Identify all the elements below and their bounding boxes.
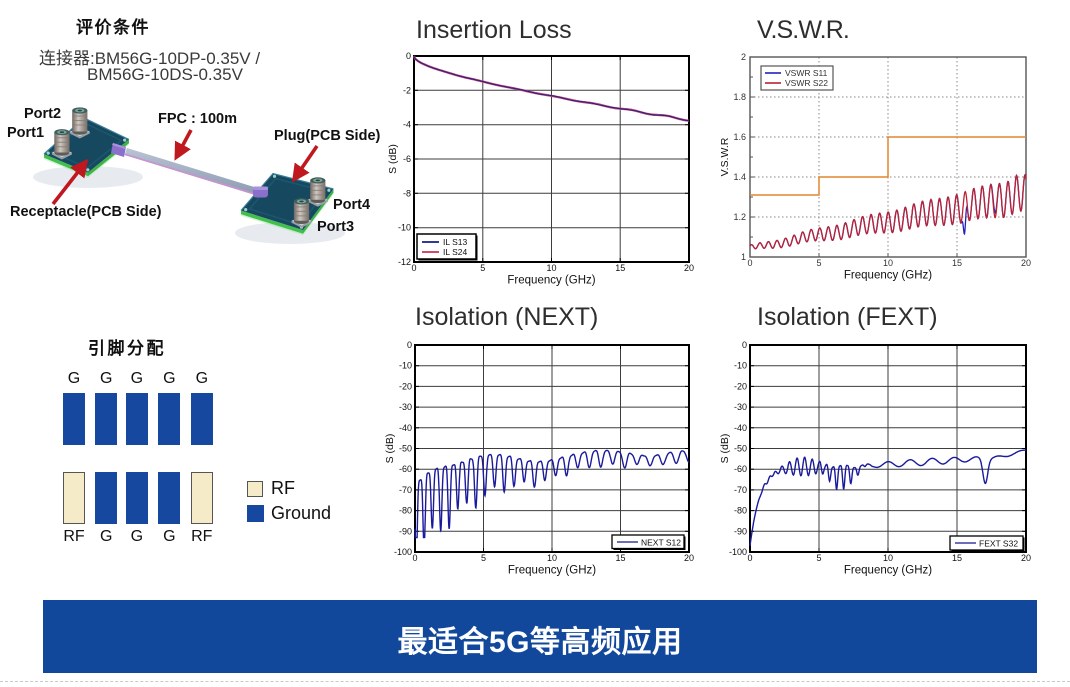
svg-text:-70: -70: [399, 485, 412, 495]
svg-text:Frequency (GHz): Frequency (GHz): [844, 270, 932, 282]
svg-text:20: 20: [684, 553, 694, 563]
svg-text:Frequency (GHz): Frequency (GHz): [508, 565, 596, 577]
svg-text:V.S.W.R: V.S.W.R: [719, 137, 731, 176]
svg-text:10: 10: [547, 553, 557, 563]
svg-text:-30: -30: [399, 402, 412, 412]
svg-text:1.2: 1.2: [733, 212, 746, 222]
svg-text:-50: -50: [399, 444, 412, 454]
svg-text:0: 0: [406, 51, 411, 61]
svg-text:0: 0: [747, 553, 752, 563]
svg-text:-60: -60: [734, 464, 747, 474]
svg-text:IL S13: IL S13: [443, 237, 468, 247]
svg-text:-40: -40: [399, 423, 412, 433]
svg-text:0: 0: [742, 340, 747, 350]
svg-text:-80: -80: [734, 506, 747, 516]
svg-text:-8: -8: [403, 188, 411, 198]
svg-text:Frequency (GHz): Frequency (GHz): [844, 565, 932, 577]
svg-text:20: 20: [684, 263, 694, 273]
svg-text:-10: -10: [734, 361, 747, 371]
svg-text:0: 0: [747, 258, 752, 268]
svg-text:5: 5: [480, 263, 485, 273]
svg-text:-100: -100: [394, 547, 412, 557]
svg-text:1.8: 1.8: [733, 92, 746, 102]
svg-text:VSWR S22: VSWR S22: [785, 78, 828, 88]
svg-text:10: 10: [883, 553, 893, 563]
svg-text:FEXT S32: FEXT S32: [979, 539, 1018, 549]
svg-text:-10: -10: [398, 223, 411, 233]
svg-text:15: 15: [615, 553, 625, 563]
svg-text:15: 15: [615, 263, 625, 273]
svg-text:2: 2: [741, 52, 746, 62]
svg-text:-40: -40: [734, 423, 747, 433]
svg-text:1: 1: [741, 252, 746, 262]
svg-text:1.6: 1.6: [733, 132, 746, 142]
svg-text:10: 10: [883, 258, 893, 268]
svg-text:5: 5: [816, 553, 821, 563]
svg-text:-10: -10: [399, 361, 412, 371]
svg-text:-2: -2: [403, 85, 411, 95]
svg-text:15: 15: [952, 258, 962, 268]
svg-text:IL S24: IL S24: [443, 247, 468, 257]
svg-text:5: 5: [816, 258, 821, 268]
svg-text:-70: -70: [734, 485, 747, 495]
svg-text:-30: -30: [734, 402, 747, 412]
svg-text:-80: -80: [399, 506, 412, 516]
svg-text:-50: -50: [734, 444, 747, 454]
svg-text:-4: -4: [403, 120, 411, 130]
svg-text:15: 15: [952, 553, 962, 563]
svg-text:1.4: 1.4: [733, 172, 746, 182]
svg-text:VSWR S11: VSWR S11: [785, 68, 828, 78]
svg-text:S (dB): S (dB): [387, 144, 399, 174]
svg-text:5: 5: [481, 553, 486, 563]
svg-text:-20: -20: [734, 381, 747, 391]
svg-text:-100: -100: [729, 547, 747, 557]
svg-text:-12: -12: [398, 257, 411, 267]
svg-text:-20: -20: [399, 381, 412, 391]
svg-text:20: 20: [1021, 553, 1031, 563]
svg-text:-60: -60: [399, 464, 412, 474]
svg-text:0: 0: [411, 263, 416, 273]
svg-text:-90: -90: [399, 526, 412, 536]
svg-text:0: 0: [407, 340, 412, 350]
svg-text:NEXT S12: NEXT S12: [641, 538, 681, 548]
svg-text:20: 20: [1021, 258, 1031, 268]
svg-text:-6: -6: [403, 154, 411, 164]
svg-text:Frequency (GHz): Frequency (GHz): [507, 275, 595, 287]
svg-text:-90: -90: [734, 526, 747, 536]
svg-text:10: 10: [546, 263, 556, 273]
svg-text:0: 0: [412, 553, 417, 563]
svg-text:S (dB): S (dB): [719, 434, 731, 464]
svg-text:S (dB): S (dB): [385, 434, 396, 464]
